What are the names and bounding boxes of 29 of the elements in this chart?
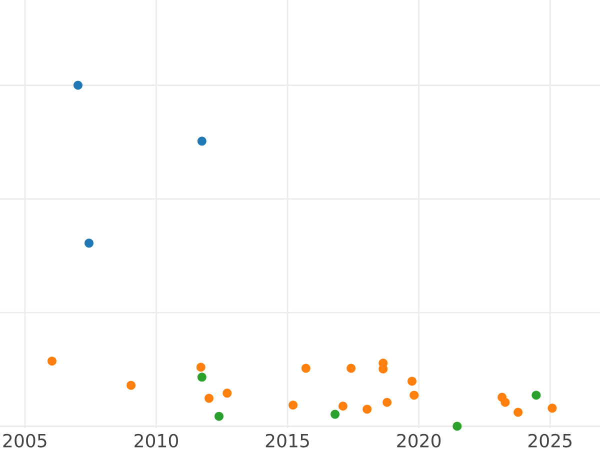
point: [330, 410, 340, 419]
point: [338, 402, 348, 411]
point: [452, 422, 462, 431]
point: [514, 408, 523, 417]
point: [204, 394, 214, 403]
point: [222, 388, 232, 398]
point: [301, 364, 310, 373]
point: [407, 376, 416, 386]
point: [548, 404, 557, 413]
x-tick-label: 2010: [134, 434, 178, 448]
point: [362, 404, 372, 414]
x-tick-label: 2025: [528, 434, 572, 448]
point: [73, 80, 82, 90]
point: [532, 390, 541, 400]
point: [126, 380, 136, 390]
point: [410, 390, 419, 400]
x-tick-label: 2020: [397, 434, 441, 448]
point: [197, 372, 206, 382]
point: [288, 400, 298, 410]
point: [346, 364, 356, 373]
point: [382, 398, 392, 407]
point: [214, 412, 224, 421]
point: [47, 356, 56, 366]
point: [196, 362, 206, 372]
point: [84, 238, 94, 248]
x-tick-label: 2005: [3, 434, 46, 448]
point: [197, 136, 206, 146]
x-tick-label: 2015: [266, 434, 309, 448]
point: [500, 398, 510, 407]
